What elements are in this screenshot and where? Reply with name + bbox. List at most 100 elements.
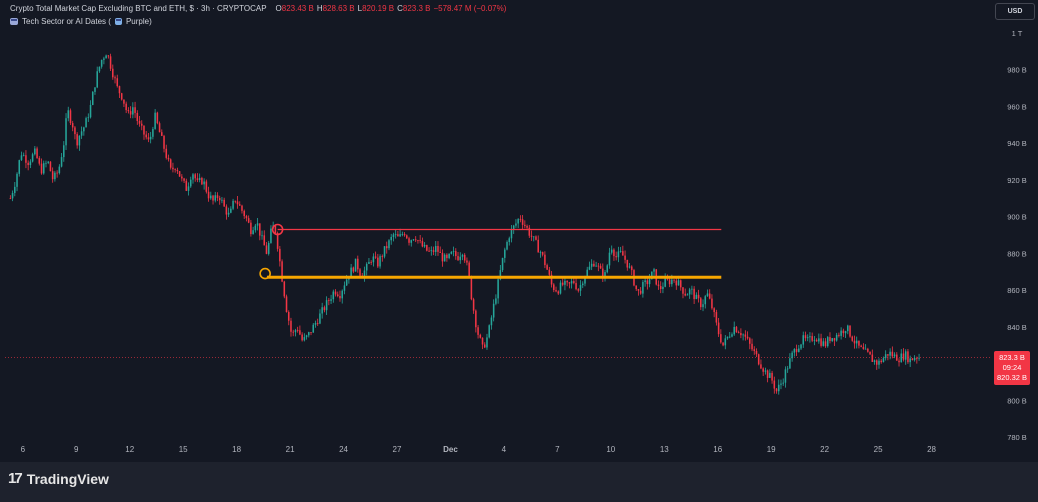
- candle-body: [573, 281, 575, 284]
- x-tick-label: 22: [820, 445, 829, 454]
- current-price: 823.3 B: [999, 353, 1025, 362]
- candle-body: [539, 252, 542, 253]
- candle-body: [713, 308, 715, 313]
- candle-body: [833, 338, 836, 341]
- candle-body: [419, 240, 421, 242]
- currency-button[interactable]: USD: [995, 3, 1035, 20]
- candle-body: [639, 290, 642, 294]
- candle-body: [524, 224, 526, 226]
- candle-body: [477, 327, 479, 335]
- candle-body: [305, 335, 308, 338]
- candle-body: [69, 110, 72, 124]
- candle-body: [802, 335, 805, 345]
- candle-body: [105, 55, 107, 59]
- candle-body: [421, 241, 424, 247]
- indicator-legend[interactable]: Tech Sector or AI Dates ( Purple): [10, 17, 152, 26]
- candle-body: [811, 336, 813, 341]
- candle-body: [746, 336, 749, 339]
- candle-body: [16, 173, 18, 187]
- candle-body: [303, 337, 306, 341]
- candle-body: [332, 291, 335, 300]
- candle-body: [232, 200, 234, 209]
- candle-body: [406, 235, 408, 239]
- candle-body: [63, 145, 65, 158]
- candle-body: [548, 269, 551, 275]
- candle-body: [662, 286, 664, 290]
- candle-body: [145, 134, 147, 138]
- candle-body: [31, 154, 34, 162]
- candle-body: [290, 320, 292, 332]
- candle-body: [394, 234, 397, 236]
- candle-body: [483, 344, 486, 348]
- candle-body: [174, 169, 176, 170]
- candle-body: [891, 351, 894, 357]
- candle-body: [218, 197, 221, 201]
- candle-body: [459, 256, 462, 261]
- candle-body: [299, 330, 301, 335]
- candle-body: [161, 132, 163, 136]
- candle-body: [47, 161, 49, 163]
- x-tick-label: 28: [927, 445, 936, 454]
- candle-body: [744, 334, 747, 337]
- candle-body: [753, 349, 756, 351]
- candle-body: [71, 123, 74, 128]
- y-tick-label: 860 B: [1007, 286, 1027, 295]
- candle-body: [103, 58, 105, 60]
- candle-body: [223, 199, 225, 207]
- candle-body: [628, 266, 631, 268]
- candle-body: [149, 136, 152, 140]
- candle-body: [192, 174, 194, 180]
- candle-body: [593, 263, 595, 267]
- candle-body: [56, 172, 58, 174]
- candle-body: [495, 298, 497, 304]
- candle-body: [85, 118, 87, 128]
- candle-body: [691, 288, 693, 290]
- y-tick-label: 780 B: [1007, 433, 1027, 442]
- candle-body: [878, 360, 880, 365]
- chart-area[interactable]: [0, 0, 1038, 462]
- candle-body: [45, 162, 47, 164]
- candle-body: [777, 384, 780, 392]
- candle-body: [65, 118, 67, 146]
- candle-body: [909, 358, 911, 363]
- candle-body: [824, 341, 827, 347]
- candle-body: [42, 163, 45, 174]
- candle-body: [561, 282, 564, 285]
- candle-body: [461, 254, 464, 257]
- candle-body: [134, 107, 136, 113]
- candle-body: [283, 281, 286, 297]
- candle-body: [20, 155, 23, 161]
- candle-body: [695, 294, 698, 300]
- candle-body: [40, 163, 43, 174]
- candle-body: [156, 112, 159, 124]
- tradingview-logo[interactable]: 17 TradingView: [8, 470, 109, 487]
- candle-body: [379, 256, 381, 267]
- candle-body: [328, 300, 330, 301]
- candle-body: [555, 290, 557, 292]
- candle-body: [120, 93, 123, 100]
- candle-body: [642, 282, 644, 294]
- candle-body: [441, 252, 444, 262]
- candle-body: [882, 358, 885, 363]
- candle-body: [227, 212, 230, 215]
- candle-body: [568, 282, 571, 284]
- candle-body: [617, 251, 620, 258]
- price-change: −578.47 M (−0.07%): [433, 4, 507, 13]
- candle-body: [118, 86, 121, 94]
- candle-body: [172, 167, 174, 170]
- symbol-title[interactable]: Crypto Total Market Cap Excluding BTC an…: [10, 4, 267, 13]
- candle-body: [724, 338, 727, 346]
- candle-body: [96, 71, 98, 88]
- candle-body: [132, 107, 134, 115]
- price-chart[interactable]: 1 T 980 B 960 B 940 B 920 B 900 B 880 B 860 B 84…: [0, 0, 1038, 462]
- candle-body: [579, 285, 582, 291]
- candle-body: [397, 234, 399, 237]
- candle-body: [51, 171, 54, 180]
- candle-body: [336, 294, 339, 296]
- candle-body: [648, 279, 651, 285]
- candle-body: [884, 354, 887, 359]
- candle-body: [76, 134, 78, 146]
- candle-body: [499, 270, 502, 280]
- candle-body: [176, 169, 179, 172]
- candle-body: [659, 286, 662, 290]
